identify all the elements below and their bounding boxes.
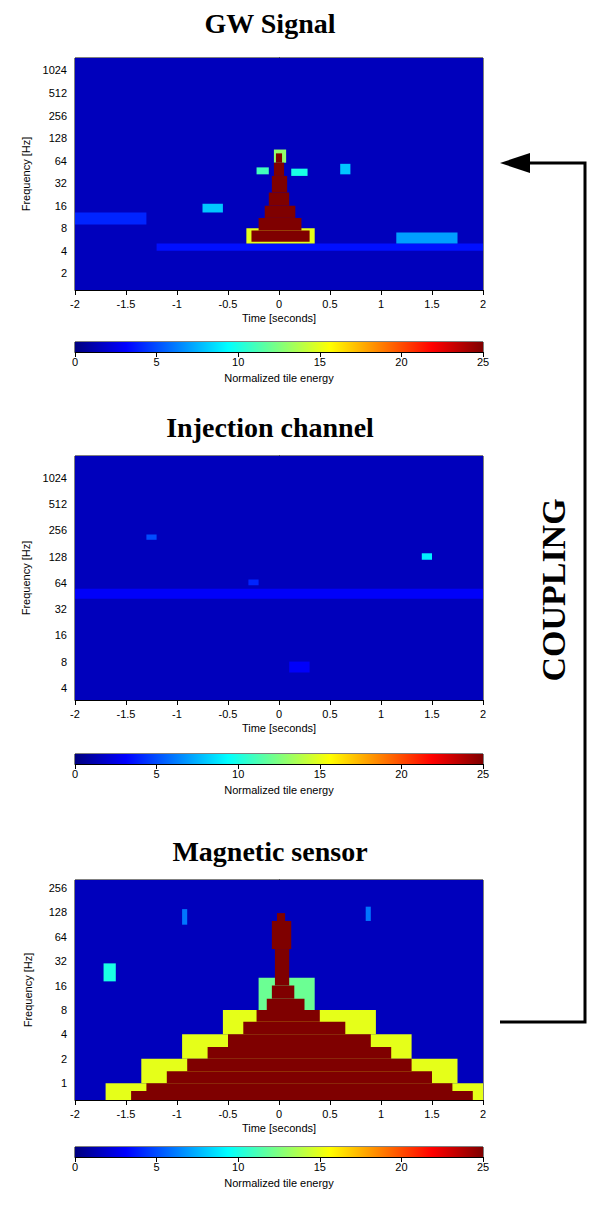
- svg-text:4: 4: [61, 682, 67, 694]
- svg-text:32: 32: [55, 177, 67, 189]
- svg-text:1.5: 1.5: [424, 1108, 439, 1120]
- svg-text:1: 1: [378, 1108, 384, 1120]
- svg-text:-0.5: -0.5: [219, 298, 238, 310]
- svg-text:Normalized tile energy: Normalized tile energy: [224, 1177, 334, 1189]
- svg-text:-2: -2: [70, 298, 80, 310]
- svg-text:2: 2: [61, 1053, 67, 1065]
- svg-text:Frequency [Hz]: Frequency [Hz]: [20, 137, 32, 212]
- svg-text:1: 1: [378, 708, 384, 720]
- svg-text:16: 16: [55, 200, 67, 212]
- svg-text:0.5: 0.5: [322, 298, 337, 310]
- svg-text:32: 32: [55, 955, 67, 967]
- svg-text:-1: -1: [172, 1108, 182, 1120]
- svg-text:15: 15: [314, 356, 326, 368]
- svg-text:-0.5: -0.5: [219, 708, 238, 720]
- svg-text:COUPLING: COUPLING: [535, 498, 572, 681]
- svg-text:Magnetic sensor: Magnetic sensor: [172, 836, 367, 867]
- svg-text:20: 20: [395, 356, 407, 368]
- svg-text:-1: -1: [172, 708, 182, 720]
- svg-text:0.5: 0.5: [322, 1108, 337, 1120]
- svg-text:512: 512: [49, 87, 67, 99]
- svg-text:10: 10: [232, 1161, 244, 1173]
- svg-text:5: 5: [154, 356, 160, 368]
- svg-text:1024: 1024: [43, 64, 67, 76]
- svg-text:20: 20: [395, 768, 407, 780]
- svg-text:-2: -2: [70, 1108, 80, 1120]
- svg-text:1.5: 1.5: [424, 708, 439, 720]
- svg-text:Time [seconds]: Time [seconds]: [242, 312, 316, 324]
- svg-text:0: 0: [276, 708, 282, 720]
- svg-text:Time [seconds]: Time [seconds]: [242, 722, 316, 734]
- svg-text:10: 10: [232, 356, 244, 368]
- svg-text:Frequency [Hz]: Frequency [Hz]: [22, 953, 34, 1028]
- svg-text:Injection channel: Injection channel: [166, 412, 374, 443]
- svg-text:0: 0: [72, 768, 78, 780]
- svg-text:128: 128: [49, 906, 67, 918]
- svg-text:1024: 1024: [43, 472, 67, 484]
- svg-text:2: 2: [480, 1108, 486, 1120]
- svg-text:2: 2: [61, 267, 67, 279]
- svg-text:15: 15: [314, 768, 326, 780]
- svg-text:5: 5: [154, 768, 160, 780]
- svg-text:10: 10: [232, 768, 244, 780]
- svg-text:2: 2: [480, 708, 486, 720]
- svg-text:8: 8: [61, 656, 67, 668]
- svg-text:32: 32: [55, 603, 67, 615]
- svg-text:64: 64: [55, 931, 67, 943]
- svg-text:1: 1: [378, 298, 384, 310]
- svg-text:64: 64: [55, 155, 67, 167]
- svg-text:-1: -1: [172, 298, 182, 310]
- svg-text:0: 0: [72, 1161, 78, 1173]
- svg-text:8: 8: [61, 222, 67, 234]
- svg-text:512: 512: [49, 498, 67, 510]
- svg-text:Normalized tile energy: Normalized tile energy: [224, 372, 334, 384]
- svg-text:15: 15: [314, 1161, 326, 1173]
- svg-text:4: 4: [61, 245, 67, 257]
- svg-text:-1.5: -1.5: [117, 1108, 136, 1120]
- svg-text:0: 0: [276, 1108, 282, 1120]
- svg-text:2: 2: [480, 298, 486, 310]
- svg-text:16: 16: [55, 629, 67, 641]
- svg-text:5: 5: [154, 1161, 160, 1173]
- svg-text:25: 25: [477, 356, 489, 368]
- svg-text:64: 64: [55, 577, 67, 589]
- svg-text:256: 256: [49, 110, 67, 122]
- svg-text:Time [seconds]: Time [seconds]: [242, 1122, 316, 1134]
- svg-text:0: 0: [276, 298, 282, 310]
- svg-text:128: 128: [49, 132, 67, 144]
- svg-text:-0.5: -0.5: [219, 1108, 238, 1120]
- svg-text:128: 128: [49, 551, 67, 563]
- svg-text:256: 256: [49, 882, 67, 894]
- svg-text:16: 16: [55, 980, 67, 992]
- svg-text:GW Signal: GW Signal: [205, 8, 336, 39]
- svg-text:20: 20: [395, 1161, 407, 1173]
- svg-text:256: 256: [49, 524, 67, 536]
- svg-text:-1.5: -1.5: [117, 298, 136, 310]
- svg-text:1: 1: [61, 1077, 67, 1089]
- svg-text:8: 8: [61, 1004, 67, 1016]
- svg-text:0.5: 0.5: [322, 708, 337, 720]
- svg-text:1.5: 1.5: [424, 298, 439, 310]
- svg-text:25: 25: [477, 1161, 489, 1173]
- svg-text:25: 25: [477, 768, 489, 780]
- svg-text:0: 0: [72, 356, 78, 368]
- svg-text:4: 4: [61, 1028, 67, 1040]
- svg-text:-2: -2: [70, 708, 80, 720]
- svg-text:Frequency [Hz]: Frequency [Hz]: [20, 541, 32, 616]
- svg-text:Normalized tile energy: Normalized tile energy: [224, 784, 334, 796]
- svg-text:-1.5: -1.5: [117, 708, 136, 720]
